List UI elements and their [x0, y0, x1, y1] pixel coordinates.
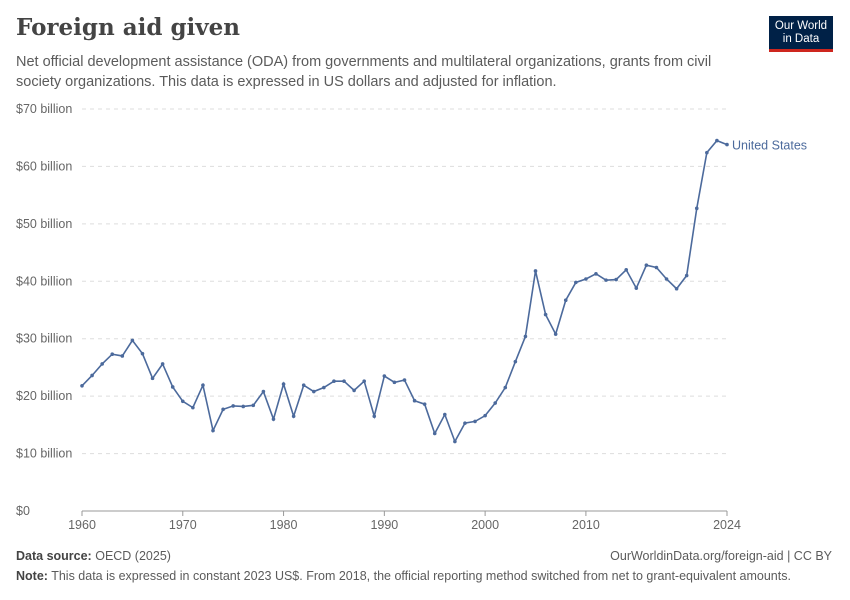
data-point — [332, 379, 336, 384]
y-tick-label: $50 billion — [16, 217, 72, 231]
data-point — [553, 332, 558, 336]
data-point — [674, 286, 679, 291]
x-tick-label: 1980 — [270, 518, 298, 532]
data-point — [543, 312, 548, 317]
data-point — [191, 405, 195, 410]
data-point — [684, 273, 689, 278]
data-point — [362, 379, 366, 384]
data-source: Data source: OECD (2025) — [16, 549, 171, 563]
data-point — [201, 383, 205, 388]
data-point — [715, 138, 719, 143]
data-point — [533, 269, 538, 273]
data-point — [382, 374, 387, 378]
data-point — [120, 354, 125, 358]
owid-logo[interactable]: Our World in Data — [769, 16, 833, 52]
data-point — [563, 298, 568, 303]
data-point — [100, 362, 104, 366]
data-point — [241, 404, 246, 409]
data-point — [634, 286, 639, 290]
chart-title: Foreign aid given — [16, 14, 240, 41]
data-point — [392, 380, 397, 385]
x-tick-label: 2010 — [572, 518, 600, 532]
data-point — [513, 359, 518, 364]
data-point — [624, 268, 629, 272]
data-point — [160, 362, 165, 366]
note: Note: This data is expressed in constant… — [16, 569, 791, 583]
data-point — [664, 277, 669, 281]
y-tick-label: $0 — [16, 504, 30, 518]
data-point — [584, 277, 588, 281]
chart-subtitle: Net official development assistance (ODA… — [16, 54, 712, 90]
data-point — [473, 419, 477, 424]
data-point — [170, 385, 175, 389]
data-point — [322, 385, 326, 390]
x-tick-label: 2024 — [713, 518, 741, 532]
source-label: Data source: — [16, 549, 92, 563]
data-point — [443, 412, 447, 417]
y-tick-label: $30 billion — [16, 332, 72, 346]
series-label: United States — [732, 139, 807, 153]
data-point — [130, 338, 135, 343]
data-point — [140, 351, 145, 356]
data-point — [463, 421, 467, 425]
data-point — [271, 417, 276, 421]
data-point — [372, 414, 377, 419]
data-point — [231, 404, 235, 408]
data-point — [150, 376, 155, 381]
data-point — [493, 401, 498, 405]
source-text[interactable]: OECD (2025) — [95, 549, 171, 563]
data-point — [261, 389, 266, 394]
y-tick-label: $40 billion — [16, 274, 72, 288]
source-url[interactable]: OurWorldinData.org/foreign-aid | CC BY — [610, 549, 832, 563]
data-point — [654, 265, 659, 270]
y-tick-label: $20 billion — [16, 389, 72, 403]
y-tick-label: $70 billion — [16, 102, 72, 116]
data-point — [301, 383, 306, 388]
data-point — [352, 388, 356, 393]
data-point — [503, 385, 508, 390]
x-tick-label: 1990 — [370, 518, 398, 532]
data-point — [281, 382, 286, 386]
note-text: This data is expressed in constant 2023 … — [51, 569, 791, 583]
data-point — [725, 142, 729, 147]
data-point — [483, 413, 487, 418]
data-point — [412, 398, 417, 403]
data-point — [614, 277, 618, 282]
data-point — [342, 379, 346, 384]
data-point — [422, 402, 427, 406]
data-point — [644, 263, 649, 268]
data-point — [291, 414, 296, 419]
data-point — [453, 439, 457, 444]
data-point — [80, 384, 84, 388]
x-tick-label: 1960 — [68, 518, 96, 532]
data-point — [604, 278, 608, 282]
data-point — [594, 272, 598, 276]
x-tick-label: 1970 — [169, 518, 197, 532]
data-point — [705, 150, 709, 155]
data-point — [402, 378, 407, 382]
y-tick-label: $60 billion — [16, 159, 72, 173]
data-point — [311, 389, 316, 394]
data-point — [221, 407, 225, 412]
data-point — [574, 280, 578, 285]
data-point — [110, 352, 115, 357]
y-tick-label: $10 billion — [16, 447, 72, 461]
x-tick-label: 2000 — [471, 518, 499, 532]
data-point — [180, 399, 185, 404]
data-point — [523, 334, 528, 339]
data-point — [251, 403, 256, 408]
data-point — [432, 431, 437, 436]
data-point — [694, 206, 699, 211]
data-point — [90, 373, 94, 378]
data-point — [211, 428, 215, 433]
note-label: Note: — [16, 569, 48, 583]
